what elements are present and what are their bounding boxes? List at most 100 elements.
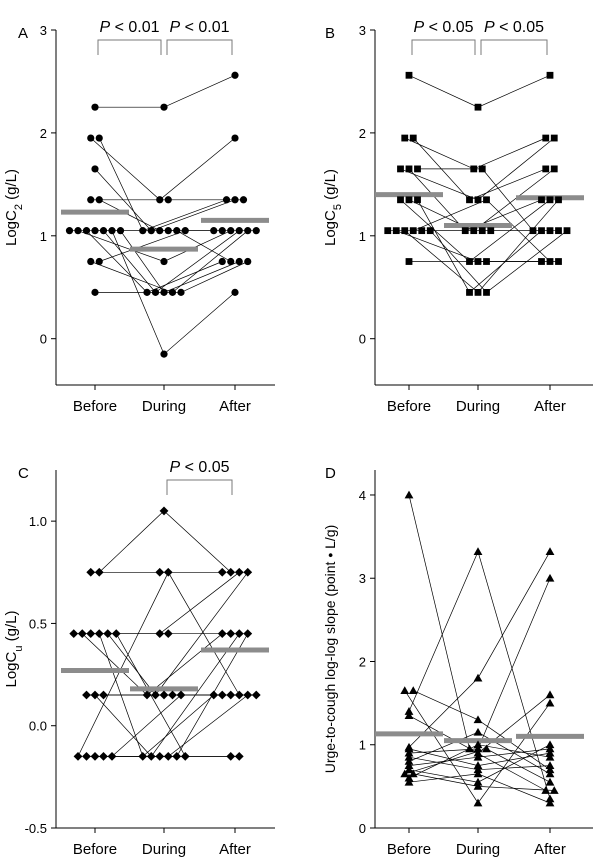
subject-line bbox=[413, 690, 551, 770]
data-point bbox=[231, 288, 239, 296]
data-point bbox=[156, 196, 164, 204]
data-point bbox=[529, 227, 537, 235]
data-point bbox=[143, 288, 151, 296]
data-point bbox=[483, 258, 490, 265]
data-point bbox=[164, 196, 172, 204]
data-point bbox=[400, 686, 410, 695]
data-point bbox=[461, 227, 469, 235]
data-point bbox=[546, 258, 554, 265]
significance-bracket bbox=[480, 39, 548, 55]
significance-label: P < 0.05 bbox=[484, 19, 544, 36]
data-point bbox=[550, 134, 558, 142]
data-point bbox=[231, 196, 239, 204]
panel-letter: B bbox=[325, 25, 335, 42]
data-point bbox=[404, 777, 414, 786]
significance-label: P < 0.05 bbox=[413, 19, 473, 36]
data-point bbox=[234, 629, 244, 639]
data-point bbox=[466, 258, 473, 265]
data-point bbox=[95, 196, 103, 204]
data-point bbox=[470, 227, 478, 235]
y-tick-label: 2 bbox=[40, 126, 47, 141]
data-point bbox=[151, 288, 160, 296]
y-axis-title-main: LogC bbox=[3, 210, 20, 246]
data-point bbox=[473, 744, 483, 753]
data-point bbox=[226, 567, 236, 577]
subject-line bbox=[77, 571, 240, 757]
data-point bbox=[473, 761, 483, 769]
data-point bbox=[172, 752, 182, 761]
data-point bbox=[409, 134, 417, 142]
data-point bbox=[227, 257, 235, 266]
data-point bbox=[209, 690, 219, 700]
data-point bbox=[474, 288, 482, 296]
data-point bbox=[546, 71, 554, 79]
data-point bbox=[555, 227, 562, 235]
data-point bbox=[87, 257, 95, 266]
data-point bbox=[138, 752, 148, 761]
p-symbol: P bbox=[99, 19, 110, 36]
y-axis-title-unit: (g/L) bbox=[3, 169, 20, 204]
data-point bbox=[545, 777, 555, 786]
data-point bbox=[82, 227, 91, 235]
data-point bbox=[545, 698, 555, 707]
y-axis-title-main: LogC bbox=[322, 210, 339, 246]
p-symbol: P bbox=[484, 19, 495, 36]
data-point bbox=[251, 690, 261, 700]
data-point bbox=[226, 690, 236, 700]
subject-line bbox=[396, 230, 542, 262]
data-point bbox=[147, 227, 155, 235]
y-axis-title-subscript: 2 bbox=[13, 204, 25, 210]
data-point bbox=[86, 629, 96, 639]
data-point bbox=[483, 196, 490, 204]
y-tick-label: 1 bbox=[40, 229, 47, 244]
y-axis-title: Urge-to-cough log-log slope (point • L/g… bbox=[322, 525, 338, 773]
data-point bbox=[384, 227, 392, 235]
subject-line bbox=[98, 137, 227, 232]
data-point bbox=[73, 752, 83, 761]
subject-line bbox=[417, 199, 542, 293]
data-point bbox=[401, 134, 409, 142]
y-axis-title: LogCu (g/L) bbox=[3, 611, 25, 688]
data-point bbox=[91, 227, 99, 235]
data-point bbox=[90, 690, 100, 700]
x-tick-label: After bbox=[219, 398, 251, 415]
data-point bbox=[95, 257, 103, 266]
x-tick-label: During bbox=[142, 841, 186, 858]
data-point bbox=[91, 165, 99, 173]
data-point bbox=[549, 786, 559, 794]
data-point bbox=[99, 690, 108, 700]
x-tick-label: Before bbox=[387, 398, 431, 415]
data-point bbox=[470, 165, 478, 173]
data-point bbox=[90, 752, 100, 761]
subject-line bbox=[404, 199, 559, 293]
y-axis-title-main: LogC bbox=[3, 651, 20, 687]
significance-label: P < 0.01 bbox=[99, 19, 159, 36]
data-point bbox=[160, 288, 168, 296]
y-tick-label: 3 bbox=[359, 23, 366, 38]
y-tick-label: 1 bbox=[359, 738, 366, 753]
data-point bbox=[473, 798, 483, 807]
y-tick-label: 1.0 bbox=[29, 514, 47, 529]
x-tick-label: After bbox=[219, 841, 251, 858]
y-axis-title: LogC5 (g/L) bbox=[322, 169, 344, 246]
data-point bbox=[168, 288, 177, 296]
subject-line bbox=[99, 199, 214, 232]
panel-letter: A bbox=[18, 25, 28, 42]
data-point bbox=[473, 727, 483, 736]
data-point bbox=[234, 752, 244, 761]
subject-line bbox=[95, 74, 236, 108]
data-point bbox=[404, 756, 414, 765]
data-point bbox=[151, 690, 160, 700]
x-tick-label: After bbox=[534, 841, 566, 858]
data-point bbox=[397, 196, 404, 204]
data-point bbox=[235, 257, 243, 266]
data-point bbox=[545, 573, 555, 582]
data-point bbox=[473, 740, 483, 749]
data-point bbox=[545, 740, 555, 749]
data-point bbox=[555, 196, 562, 204]
y-tick-label: 0 bbox=[359, 821, 366, 836]
data-point bbox=[159, 690, 169, 700]
data-point bbox=[473, 752, 483, 761]
data-point bbox=[99, 752, 108, 761]
data-point bbox=[404, 711, 414, 720]
